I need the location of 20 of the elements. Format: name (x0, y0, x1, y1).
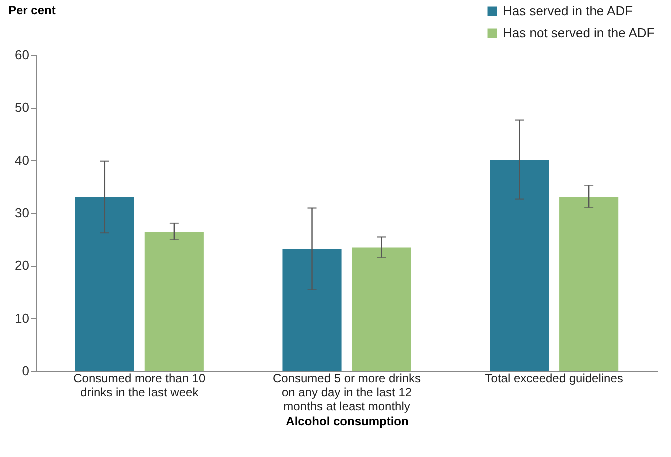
x-tick-label: Consumed more than 10 drinks in the last week (74, 372, 206, 400)
y-axis-title: Per cent (8, 4, 56, 18)
x-axis-title: Alcohol consumption (286, 414, 409, 428)
bar (560, 197, 619, 371)
bar (282, 249, 342, 371)
y-tick-label: 60 (15, 48, 30, 62)
y-tick-label: 50 (15, 100, 30, 116)
legend-label: Has not served in the ADF (503, 26, 655, 40)
y-tick-label: 0 (22, 364, 30, 378)
bar (490, 160, 550, 371)
y-tick-label: 40 (15, 152, 30, 168)
bar (352, 248, 412, 371)
y-tick-label: 30 (15, 206, 30, 220)
legend-label: Has served in the ADF (503, 4, 634, 18)
y-tick-label: 20 (15, 258, 30, 274)
x-tick-label: Consumed 5 or more drinks on any day in the last 12 months at least monthly (272, 372, 422, 414)
x-tick-label: Total exceeded guidelines (485, 372, 624, 386)
y-tick-label: 10 (15, 310, 30, 326)
bar (144, 232, 204, 371)
bar (75, 197, 134, 371)
